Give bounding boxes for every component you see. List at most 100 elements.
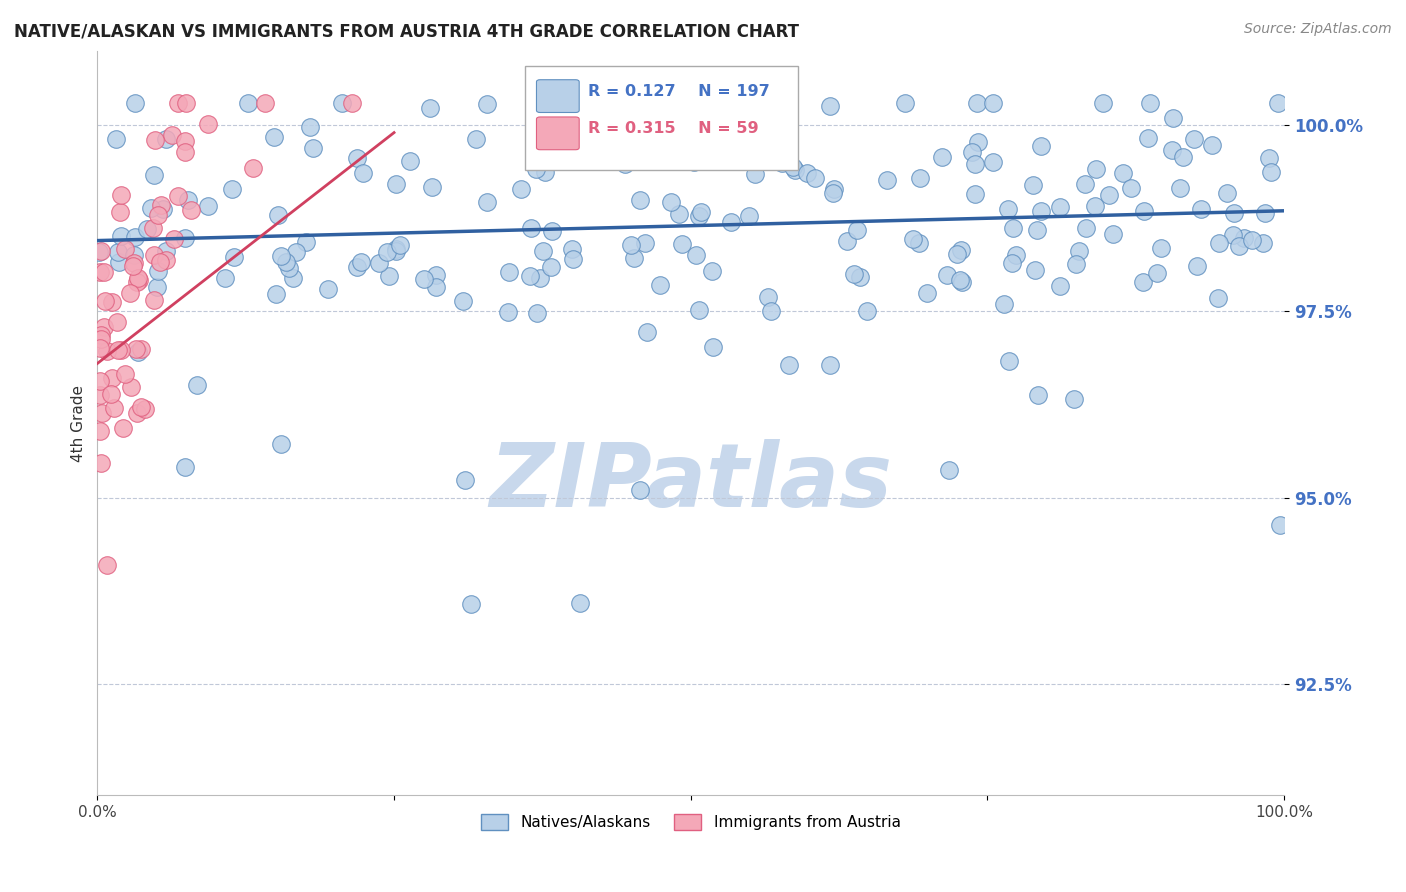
Point <box>105 315 128 329</box>
Point <box>340 95 363 110</box>
Point <box>105 132 128 146</box>
Point <box>1150 241 1173 255</box>
Point <box>849 270 872 285</box>
Point <box>1222 206 1244 220</box>
Point <box>1029 204 1052 219</box>
Point <box>688 302 710 317</box>
Point <box>419 101 441 115</box>
Point <box>224 250 246 264</box>
Point <box>128 273 150 287</box>
Point <box>96 558 118 572</box>
Point <box>524 161 547 176</box>
Point <box>114 367 136 381</box>
Point <box>561 243 583 257</box>
Point <box>526 306 548 320</box>
Point <box>1022 178 1045 193</box>
Point <box>330 95 353 110</box>
Point <box>143 169 166 183</box>
Point <box>155 253 177 268</box>
Point <box>385 242 408 256</box>
Point <box>299 120 322 134</box>
Point <box>101 294 124 309</box>
Point <box>318 283 340 297</box>
Point <box>1227 239 1250 253</box>
Point <box>796 166 818 180</box>
Point <box>965 157 987 171</box>
Point <box>90 332 112 346</box>
Point <box>685 247 707 261</box>
Point <box>709 144 731 158</box>
Point <box>451 293 474 308</box>
Point <box>177 193 200 207</box>
Point <box>89 341 111 355</box>
Point <box>770 155 793 169</box>
Point <box>614 157 637 171</box>
Point <box>124 230 146 244</box>
Point <box>804 170 827 185</box>
Point <box>89 265 111 279</box>
Point <box>981 95 1004 110</box>
Point <box>125 343 148 357</box>
Point <box>90 328 112 343</box>
Point <box>162 128 184 143</box>
Point <box>1084 162 1107 177</box>
Legend: Natives/Alaskans, Immigrants from Austria: Natives/Alaskans, Immigrants from Austri… <box>475 808 907 836</box>
Point <box>744 167 766 181</box>
Point <box>174 231 197 245</box>
Point <box>946 246 969 260</box>
Point <box>155 132 177 146</box>
Point <box>1201 138 1223 153</box>
Point <box>960 145 983 160</box>
Point <box>346 260 368 274</box>
Point <box>1170 181 1192 195</box>
Point <box>1222 228 1244 243</box>
Point <box>186 378 208 392</box>
Point <box>378 268 401 283</box>
Point <box>1161 111 1184 125</box>
Point <box>734 132 756 146</box>
Point <box>174 459 197 474</box>
Point <box>540 260 562 275</box>
Point <box>562 140 585 154</box>
Point <box>623 251 645 265</box>
Point <box>125 275 148 289</box>
Point <box>89 388 111 402</box>
Point <box>221 182 243 196</box>
Point <box>167 189 190 203</box>
Point <box>90 244 112 259</box>
Point <box>90 457 112 471</box>
Point <box>1132 276 1154 290</box>
Point <box>155 244 177 258</box>
Point <box>856 303 879 318</box>
Point <box>1146 266 1168 280</box>
Point <box>1189 202 1212 216</box>
Point <box>1074 221 1097 235</box>
Point <box>264 286 287 301</box>
Point <box>134 402 156 417</box>
Point <box>475 195 498 210</box>
Point <box>107 245 129 260</box>
Point <box>498 265 520 279</box>
Point <box>100 386 122 401</box>
Point <box>562 252 585 266</box>
Text: R = 0.315    N = 59: R = 0.315 N = 59 <box>588 121 758 136</box>
Point <box>412 271 434 285</box>
Point <box>659 195 682 210</box>
Point <box>778 358 800 372</box>
Point <box>141 201 163 215</box>
Point <box>510 182 533 196</box>
Point <box>180 202 202 217</box>
Point <box>845 223 868 237</box>
Point <box>399 153 422 168</box>
Point <box>1136 130 1159 145</box>
Point <box>1049 200 1071 214</box>
Point <box>136 221 159 235</box>
Point <box>454 473 477 487</box>
Point <box>174 95 197 110</box>
Point <box>628 193 651 207</box>
Point <box>531 244 554 259</box>
Point <box>1267 96 1289 111</box>
Point <box>475 96 498 111</box>
Point <box>534 165 557 179</box>
Text: ZIPatlas: ZIPatlas <box>489 439 893 526</box>
